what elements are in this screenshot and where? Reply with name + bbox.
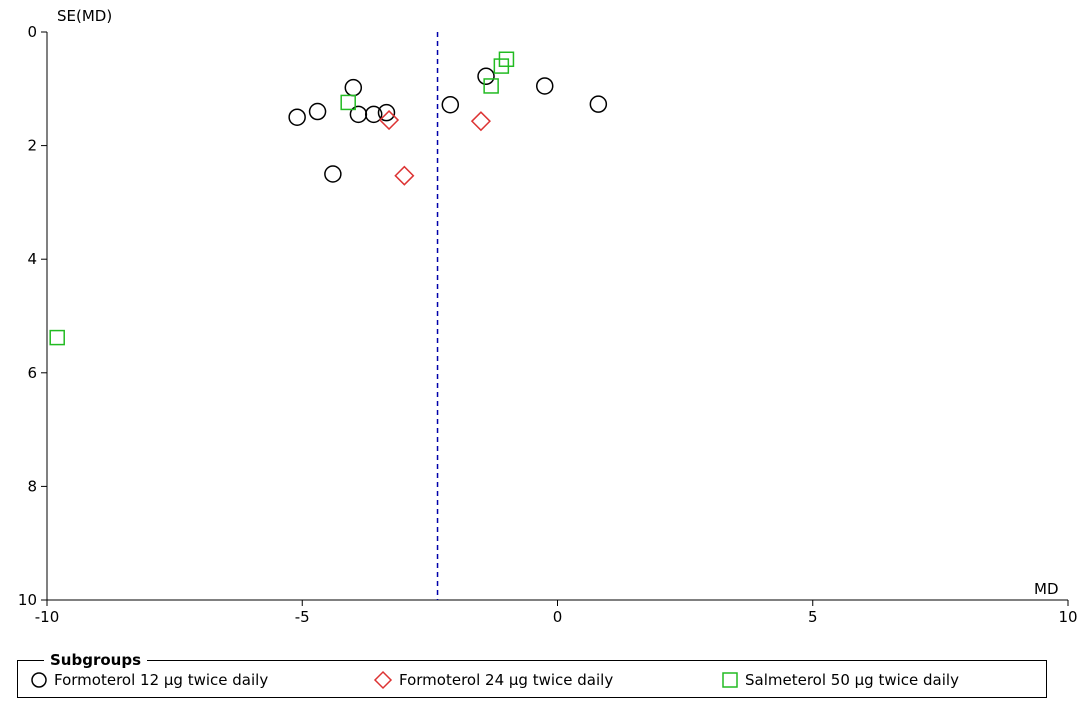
- legend-label: Formoterol 24 µg twice daily: [399, 671, 614, 689]
- y-axis-title: SE(MD): [57, 7, 112, 25]
- data-point-circle: [589, 95, 608, 113]
- x-axis-title: MD: [1034, 580, 1059, 598]
- legend-item-formoterol-24: Formoterol 24 µg twice daily: [373, 670, 613, 690]
- data-point-circle: [441, 95, 460, 114]
- legend: Subgroups Formoterol 12 µg twice daily F…: [17, 651, 1047, 698]
- data-point-circle: [288, 108, 306, 126]
- legend-item-formoterol-12: Formoterol 12 µg twice daily: [30, 670, 268, 690]
- data-point-diamond: [378, 109, 400, 131]
- legend-label: Salmeterol 50 µg twice daily: [745, 671, 959, 689]
- data-point-square: [498, 51, 515, 68]
- x-tick-label: 10: [1058, 608, 1077, 626]
- data-point-square: [483, 78, 499, 94]
- data-point-circle: [477, 67, 495, 86]
- y-tick-label: 0: [27, 23, 37, 41]
- data-point-circle: [535, 77, 554, 95]
- circle-marker-icon: [31, 672, 47, 688]
- x-tick-label: -10: [35, 608, 60, 626]
- y-tick-label: 4: [27, 250, 37, 268]
- x-tick-label: -5: [295, 608, 310, 626]
- data-point-circle: [344, 78, 363, 97]
- legend-title: Subgroups: [44, 651, 148, 669]
- y-tick-label: 8: [27, 477, 37, 495]
- y-tick-label: 6: [27, 364, 37, 382]
- y-tick-label: 10: [18, 591, 37, 609]
- x-tick-label: 0: [553, 608, 563, 626]
- data-point-circle: [308, 102, 327, 121]
- axes: SE(MD) MD: [46, 7, 1068, 601]
- data-point-square: [49, 329, 65, 346]
- data-point-diamond: [394, 165, 415, 186]
- y-tick-label: 2: [27, 137, 37, 155]
- square-marker-icon: [722, 672, 738, 688]
- data-point-diamond: [470, 111, 491, 132]
- data-point-circle: [324, 165, 342, 183]
- data-points: [49, 51, 608, 346]
- data-point-square: [340, 94, 356, 111]
- legend-label: Formoterol 12 µg twice daily: [54, 671, 269, 689]
- diamond-marker-icon: [373, 670, 393, 690]
- legend-item-salmeterol-50: Salmeterol 50 µg twice daily: [721, 670, 959, 690]
- data-point-circle: [364, 105, 383, 124]
- x-tick-label: 5: [808, 608, 818, 626]
- data-point-circle: [377, 103, 396, 122]
